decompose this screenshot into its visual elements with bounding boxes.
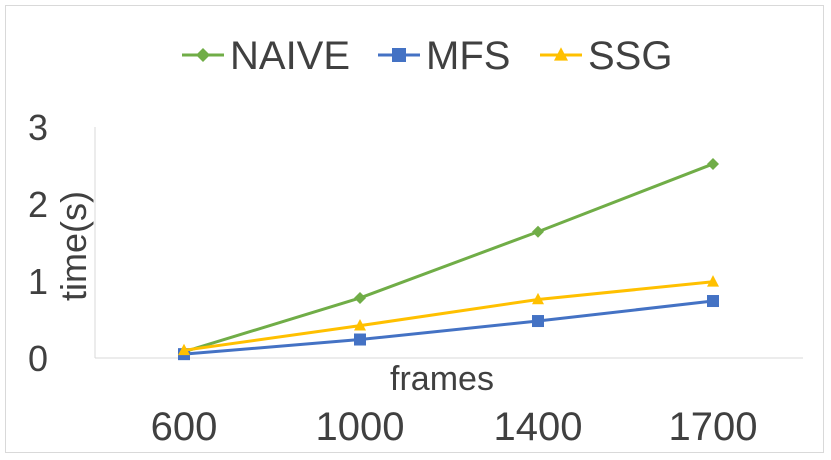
legend-item-ssg: SSG [540, 34, 672, 78]
series-line [183, 299, 714, 356]
data-point [532, 225, 544, 238]
series-ssg [178, 275, 719, 356]
legend-label: MFS [426, 34, 510, 78]
legend-marker [554, 47, 568, 61]
x-axis-title: frames [390, 360, 494, 398]
y-tick-label: 0 [28, 338, 48, 379]
x-tick-label: 1000 [316, 405, 405, 449]
legend-item-mfs: MFS [378, 34, 510, 78]
x-tick-label: 1400 [494, 405, 583, 449]
plot-area [178, 157, 719, 361]
legend-item-naive: NAIVE [182, 34, 350, 78]
data-point [707, 295, 719, 308]
x-axis: 600 1000 1400 1700 [95, 357, 803, 449]
data-point [354, 319, 366, 331]
data-point [532, 315, 544, 328]
legend-marker [196, 48, 210, 62]
legend-label: SSG [588, 34, 672, 78]
data-point [354, 333, 366, 346]
y-axis-title: time(s) [53, 191, 94, 301]
series-naive [178, 157, 719, 358]
y-tick-label: 2 [28, 184, 48, 225]
y-tick-label: 1 [28, 261, 48, 302]
data-point [707, 275, 719, 287]
data-point [354, 291, 366, 304]
data-point [707, 157, 719, 170]
legend-marker [392, 48, 406, 62]
chart-border [5, 5, 824, 453]
data-point [532, 292, 544, 305]
series-line [183, 280, 714, 352]
series-line [183, 162, 714, 354]
legend: NAIVE MFS SSG [182, 34, 672, 78]
y-axis: 0 1 2 3 [28, 107, 96, 379]
x-tick-label: 600 [151, 405, 218, 449]
x-tick-label: 1700 [669, 405, 758, 449]
data-point [178, 343, 190, 356]
legend-label: NAIVE [230, 34, 350, 78]
y-tick-label: 3 [28, 107, 48, 148]
